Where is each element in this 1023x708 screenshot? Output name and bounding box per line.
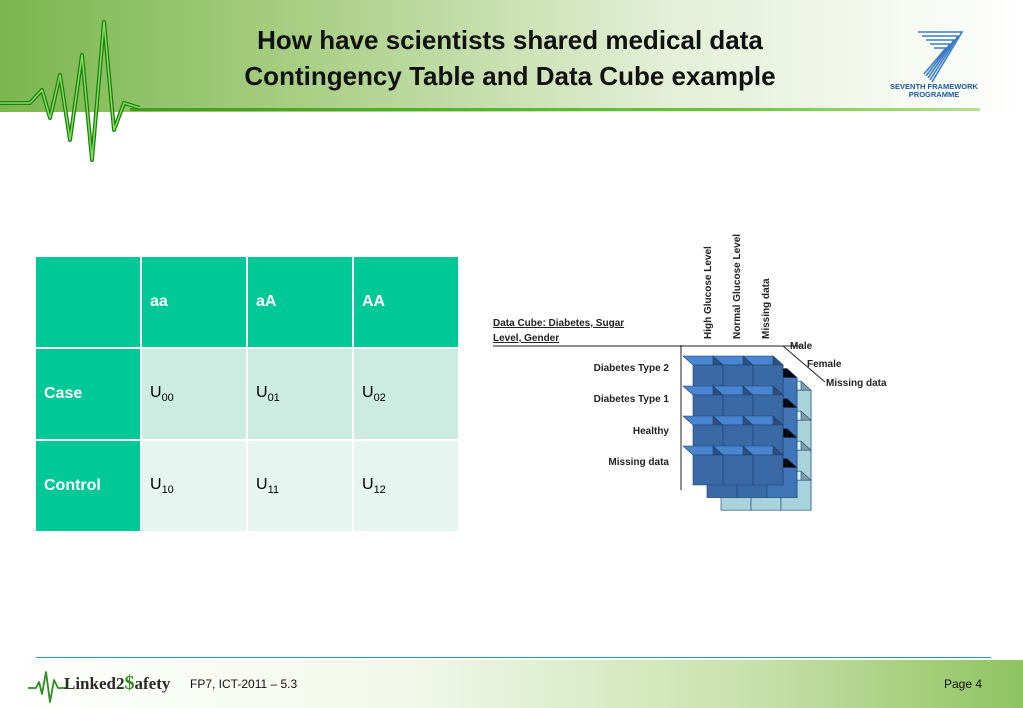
header-rule [130, 108, 980, 111]
cube-caption-line-1: Data Cube: Diabetes, Sugar [493, 318, 624, 329]
cube-block-face [722, 454, 754, 486]
slide-title: How have scientists shared medical data … [150, 22, 870, 94]
table-row: Control U10 U11 U12 [36, 441, 460, 533]
contingency-table: aa aA AA Case U00 U01 U02 Control U10 U1… [36, 257, 460, 533]
table-header-row: aa aA AA [36, 257, 460, 349]
cube-axis-line [782, 345, 826, 383]
column-header-aA: aA [248, 257, 354, 349]
footer-brand: Linked2$afety [64, 672, 171, 694]
title-line-1: How have scientists shared medical data [257, 25, 763, 55]
title-line-2: Contingency Table and Data Cube example [244, 61, 776, 91]
cube-top-label: Missing data [761, 278, 772, 339]
cube-row-label: Missing data [608, 457, 669, 468]
footer-rule [36, 657, 991, 658]
column-header-AA: AA [354, 257, 460, 349]
cube-block-face [752, 454, 784, 486]
column-header-aa: aa [142, 257, 248, 349]
cube-side-label: Male [790, 341, 813, 352]
table-corner-cell [36, 257, 142, 349]
ecg-line-icon [0, 20, 140, 162]
cube-side-label: Female [807, 359, 842, 370]
table-row: Case U00 U01 U02 [36, 349, 460, 441]
cube-row-label: Diabetes Type 2 [594, 363, 670, 374]
row-header-control: Control [36, 441, 142, 533]
table-cell: U01 [248, 349, 354, 441]
fp7-caption: SEVENTH FRAMEWORK PROGRAMME [888, 83, 980, 99]
table-cell: U11 [248, 441, 354, 533]
fp7-logo-icon [918, 31, 964, 83]
ecg-small-icon [28, 671, 66, 703]
cube-block-face [692, 454, 724, 486]
cube-row-label: Healthy [633, 426, 670, 437]
linked2safety-logo: Linked2$afety [28, 671, 171, 703]
cube-blocks [682, 355, 812, 511]
table-cell: U10 [142, 441, 248, 533]
cube-caption-line-2: Level, Gender [493, 333, 559, 344]
footer-text: FP7, ICT-2011 – 5.3 [190, 677, 298, 691]
table-cell: U00 [142, 349, 248, 441]
page-number: Page 4 [944, 677, 983, 691]
footer-band [0, 660, 1023, 708]
table-cell: U02 [354, 349, 460, 441]
cube-top-label: High Glucose Level [703, 246, 714, 339]
data-cube-diagram: Data Cube: Diabetes, Sugar Level, Gender… [493, 234, 887, 511]
cube-side-label: Missing data [826, 378, 887, 389]
row-header-case: Case [36, 349, 142, 441]
fp7-line-1: SEVENTH FRAMEWORK [890, 82, 978, 91]
fp7-line-2: PROGRAMME [908, 90, 960, 99]
header-band [0, 0, 1023, 112]
cube-top-label: Normal Glucose Level [732, 234, 743, 339]
table-cell: U12 [354, 441, 460, 533]
cube-row-label: Diabetes Type 1 [594, 394, 670, 405]
